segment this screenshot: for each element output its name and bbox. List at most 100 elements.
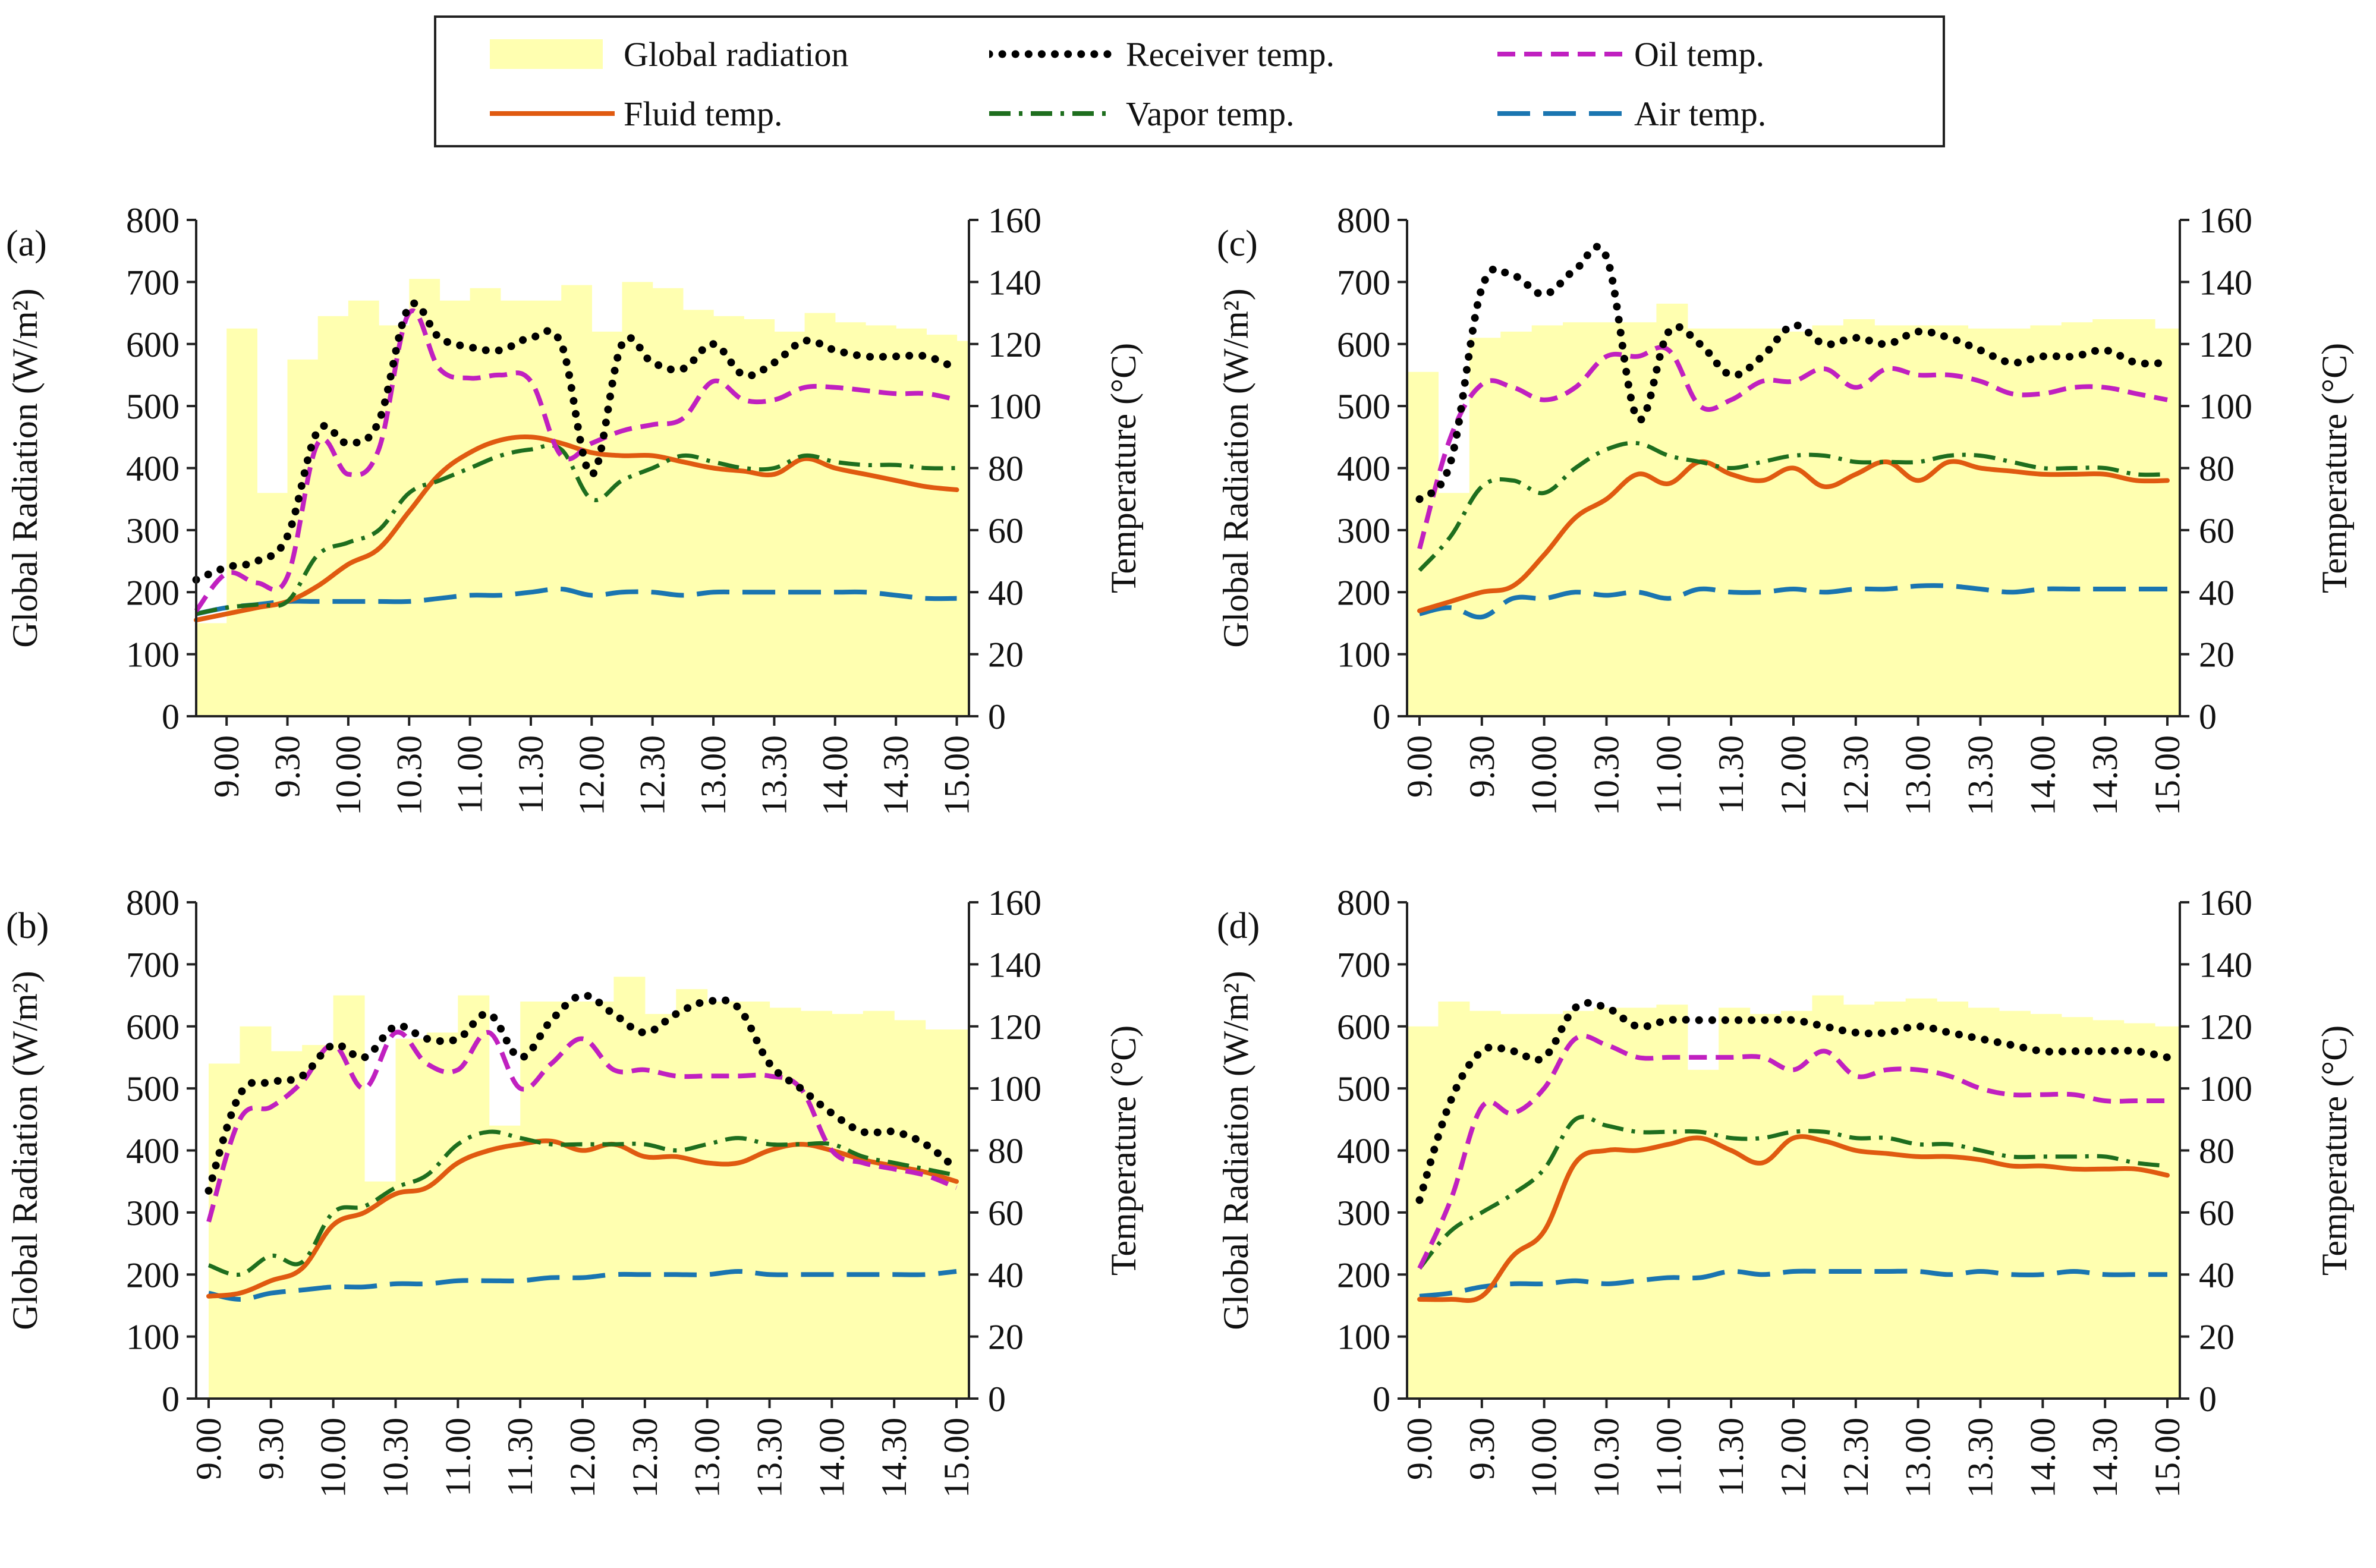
x-tick-label: 12.30 (1836, 1418, 1875, 1498)
radiation-bar (302, 1045, 334, 1399)
radiation-bar (1781, 331, 1812, 716)
radiation-bar (287, 359, 319, 716)
radiation-bar (1438, 1002, 1470, 1399)
x-tick-label: 10.30 (1587, 1418, 1626, 1498)
radiation-bar (1563, 322, 1595, 716)
radiation-bar (364, 1181, 396, 1399)
radiation-bar (1719, 1007, 1751, 1399)
radiation-bar (832, 1013, 864, 1399)
radiation-bar (744, 319, 775, 716)
series-line-fluid (1417, 1134, 2170, 1303)
series-line-vapor (1418, 440, 2168, 572)
radiation-bar (613, 977, 646, 1399)
panel-label: (a) (6, 223, 47, 264)
y-tick-label: 500 (126, 387, 180, 426)
radiation-bar (652, 288, 684, 716)
legend-label-fluid: Fluid temp. (624, 95, 783, 133)
chart-panel-c: 0 100 200 300 400 500 600 700 800 0 20 40 60 80 100 120… (1216, 201, 2354, 816)
y-axis-title: Global Radiation (W/m²) (1216, 971, 1255, 1330)
radiation-bar (2061, 322, 2093, 716)
radiation-bar (520, 1002, 552, 1399)
x-tick-label: 11.30 (511, 735, 550, 814)
radiation-bar (738, 1002, 770, 1399)
x-tick-label: 10.00 (314, 1418, 353, 1498)
legend-swatch-air (1497, 111, 1622, 116)
radiation-bar (1905, 325, 1937, 716)
radiation-bar (500, 300, 531, 716)
radiation-bar (1749, 328, 1782, 716)
radiation-bar (1719, 328, 1751, 716)
radiation-bar (1843, 1005, 1875, 1399)
y-tick-label: 700 (126, 945, 180, 984)
x-tick-label: 12.00 (1774, 1418, 1813, 1498)
y2-axis-title: Temperature (°C) (2315, 343, 2354, 593)
x-tick-label: 9.00 (1400, 1418, 1439, 1480)
radiation-bar (622, 282, 653, 716)
y2-tick-label: 100 (988, 1069, 1041, 1109)
legend-swatch-oil (1497, 52, 1622, 56)
x-tick-label: 12.30 (625, 1418, 665, 1498)
y-tick-label: 100 (126, 1318, 180, 1357)
y2-tick-label: 0 (988, 1380, 1006, 1419)
y2-axis-title: Temperature (°C) (1104, 1025, 1143, 1276)
radiation-bar (470, 288, 501, 716)
radiation-bar (348, 300, 379, 716)
y-tick-label: 300 (126, 1194, 180, 1233)
radiation-bar (1749, 1013, 1782, 1399)
radiation-bar (863, 1010, 895, 1399)
y2-tick-label: 40 (988, 573, 1024, 612)
legend-swatch-receiver (989, 50, 1114, 58)
radiation-bar (395, 1038, 427, 1399)
radiation-bar (240, 1026, 272, 1399)
radiation-bar (1968, 328, 2000, 716)
x-tick-label: 14.00 (816, 735, 855, 816)
legend-label-radiation: Global radiation (624, 35, 849, 74)
series-line-air (1419, 1268, 2167, 1299)
x-tick-label: 14.00 (2023, 1418, 2062, 1498)
radiation-bar (317, 316, 349, 716)
legend-swatch-fluid (490, 111, 615, 116)
radiation-bar (1656, 303, 1688, 716)
y2-tick-label: 80 (988, 449, 1024, 489)
radiation-bar (409, 279, 440, 716)
y2-tick-label: 160 (2199, 201, 2252, 240)
radiation-bar (2155, 328, 2180, 716)
series-line-air (208, 1269, 957, 1302)
x-tick-label: 10.30 (1587, 735, 1626, 816)
y-tick-label: 0 (1373, 697, 1390, 736)
radiation-bar (644, 1013, 676, 1399)
radiation-bar (439, 300, 471, 716)
radiation-bar (1687, 1069, 1719, 1399)
chart-panel-d: 0 100 200 300 400 500 600 700 800 0 20 40 60 80 100 120… (1216, 883, 2354, 1498)
radiation-bar (591, 331, 623, 716)
y-tick-label: 400 (1337, 1132, 1390, 1171)
y2-tick-label: 0 (2199, 1380, 2217, 1419)
y2-tick-label: 120 (2199, 325, 2252, 364)
y2-tick-label: 20 (988, 635, 1024, 675)
plot-area (192, 279, 970, 717)
plot-area (1407, 243, 2180, 717)
y2-tick-label: 140 (988, 945, 1041, 984)
radiation-bar (1531, 1013, 1563, 1399)
radiation-bar (2123, 319, 2155, 716)
panel-label: (b) (6, 906, 49, 946)
y2-tick-label: 40 (988, 1255, 1024, 1295)
y2-tick-label: 160 (988, 201, 1041, 240)
radiation-bar (2061, 1017, 2093, 1399)
radiation-bar (1874, 325, 1906, 716)
y-tick-label: 300 (1337, 511, 1390, 550)
y-tick-label: 700 (126, 263, 180, 302)
radiation-bar (707, 1002, 739, 1399)
radiation-bar (926, 335, 958, 716)
x-tick-label: 9.00 (207, 735, 246, 798)
y2-axis-title: Temperature (°C) (1104, 343, 1143, 593)
x-tick-label: 11.00 (451, 735, 490, 814)
x-tick-label: 12.30 (1836, 735, 1875, 816)
radiation-bar (2092, 319, 2125, 716)
radiation-bar (270, 1051, 303, 1399)
y-tick-label: 800 (126, 883, 180, 922)
series-line-receiver (1415, 999, 2172, 1204)
radiation-bar (1407, 1026, 1439, 1399)
x-tick-label: 13.00 (1899, 735, 1938, 816)
radiation-bar (196, 623, 227, 716)
